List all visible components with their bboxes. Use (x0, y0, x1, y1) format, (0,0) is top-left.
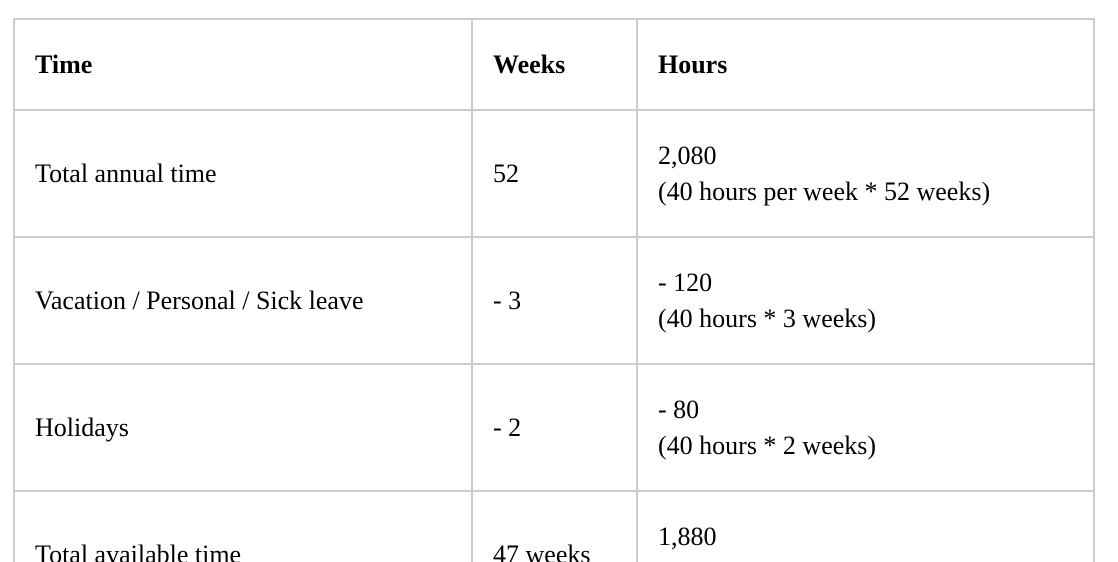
cell-weeks: - 3 (471, 236, 638, 365)
cell-hours: - 80 (40 hours * 2 weeks) (636, 363, 1095, 492)
column-header-time: Time (13, 18, 473, 111)
table-row: Total available time 47 weeks 1,880 (40 … (13, 490, 1095, 562)
table-row: Total annual time 52 2,080 (40 hours per… (13, 109, 1095, 238)
cell-time: Vacation / Personal / Sick leave (13, 236, 473, 365)
hours-note: (40 hours per week * 52 weeks) (658, 176, 991, 206)
hours-note: (40 hours * 3 weeks) (658, 303, 877, 333)
cell-weeks: - 2 (471, 363, 638, 492)
column-header-hours: Hours (636, 18, 1095, 111)
cell-hours: 2,080 (40 hours per week * 52 weeks) (636, 109, 1095, 238)
time-allocation-table: Time Weeks Hours Total annual time 52 2,… (13, 18, 1095, 562)
cell-hours: - 120 (40 hours * 3 weeks) (636, 236, 1095, 365)
hours-value: 1,880 (658, 521, 717, 551)
cell-weeks: 47 weeks (471, 490, 638, 562)
column-header-weeks: Weeks (471, 18, 638, 111)
hours-note: (40 hours * 2 weeks) (658, 430, 877, 460)
cell-hours: 1,880 (40 hours per week * 47 weeks) (636, 490, 1095, 562)
cell-weeks: 52 (471, 109, 638, 238)
cell-time: Total annual time (13, 109, 473, 238)
cell-time: Holidays (13, 363, 473, 492)
table-header-row: Time Weeks Hours (13, 18, 1095, 111)
hours-note: (40 hours per week * 47 weeks) (658, 555, 1077, 562)
table-row: Holidays - 2 - 80 (40 hours * 2 weeks) (13, 363, 1095, 492)
table-row: Vacation / Personal / Sick leave - 3 - 1… (13, 236, 1095, 365)
hours-value: - 80 (658, 394, 700, 424)
hours-value: - 120 (658, 267, 713, 297)
hours-value: 2,080 (658, 140, 717, 170)
cell-time: Total available time (13, 490, 473, 562)
